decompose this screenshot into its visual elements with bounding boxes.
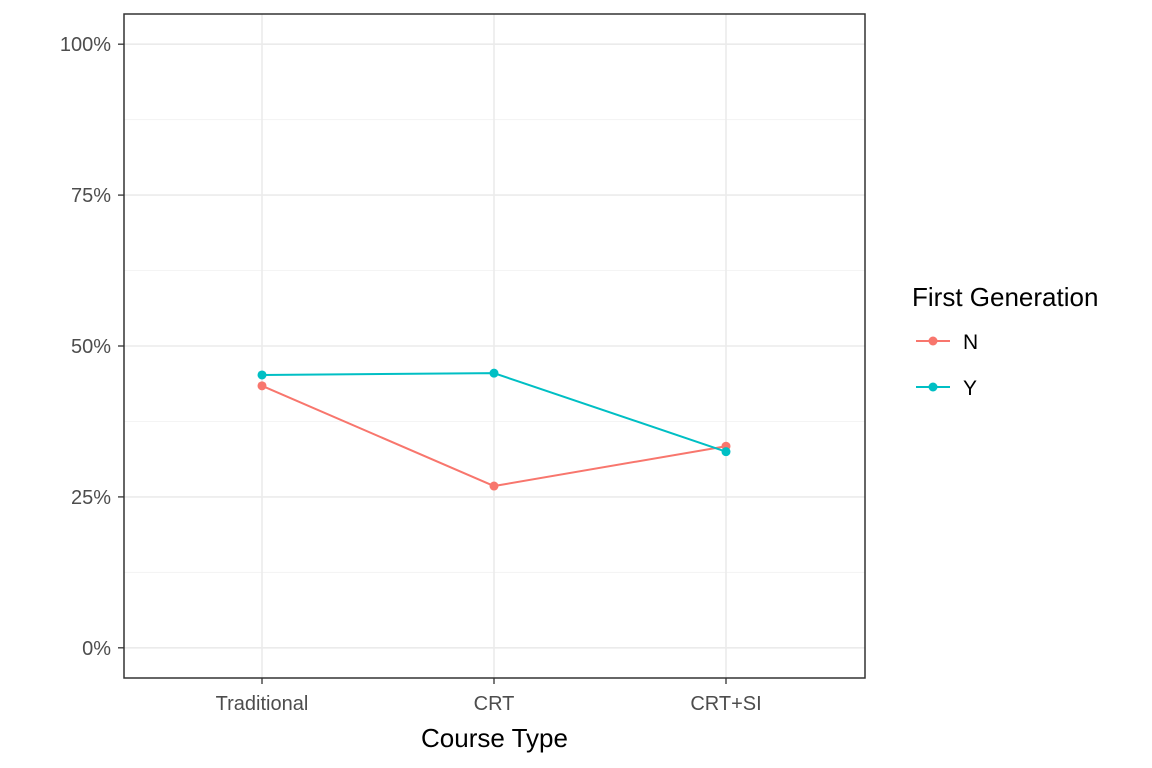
legend-title: First Generation xyxy=(912,282,1098,312)
y-tick-label: 100% xyxy=(60,34,111,56)
gridlines xyxy=(124,14,865,678)
y-tick-label: 75% xyxy=(71,185,111,207)
data-point xyxy=(721,447,731,457)
y-tick-label: 50% xyxy=(71,336,111,358)
x-tick-label: CRT+SI xyxy=(690,693,761,715)
axes: 0% 25% 50% 75% 100% Traditional CRT CRT+SI xyxy=(60,34,762,715)
x-axis-title: Course Type xyxy=(421,723,568,753)
legend-label: Y xyxy=(963,377,977,400)
legend-label: N xyxy=(963,331,978,354)
x-tick-label: CRT xyxy=(474,693,515,715)
legend-key-point xyxy=(928,336,938,346)
y-tick-label: 0% xyxy=(82,638,111,660)
x-tick-label: Traditional xyxy=(216,693,309,715)
data-point xyxy=(257,381,267,391)
y-tick-label: 25% xyxy=(71,487,111,509)
series-layer xyxy=(257,368,731,491)
series-n xyxy=(257,381,731,491)
legend-item-y: Y xyxy=(916,377,977,400)
legend-item-n: N xyxy=(916,331,978,354)
data-point xyxy=(489,368,499,378)
data-point xyxy=(489,481,499,491)
series-y xyxy=(257,368,731,457)
legend: First Generation NY xyxy=(912,282,1098,400)
data-point xyxy=(257,370,267,380)
legend-key-point xyxy=(928,382,938,392)
